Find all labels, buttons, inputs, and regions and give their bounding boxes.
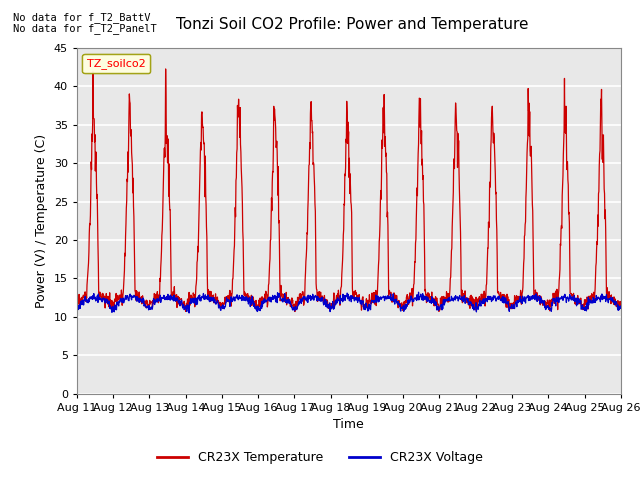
Line: CR23X Temperature: CR23X Temperature — [77, 69, 621, 312]
CR23X Temperature — [617, 303, 625, 309]
CR23X Temperature — [553, 287, 561, 292]
Legend: TZ_soilco2: TZ_soilco2 — [83, 54, 150, 73]
CR23X Voltage — [415, 289, 422, 295]
CR23X Temperature — [73, 299, 81, 304]
CR23X Temperature — [255, 297, 263, 303]
CR23X Voltage — [180, 305, 188, 311]
CR23X Voltage — [553, 298, 561, 304]
CR23X Voltage — [505, 306, 513, 312]
Line: CR23X Voltage: CR23X Voltage — [77, 292, 621, 313]
Text: Tonzi Soil CO2 Profile: Power and Temperature: Tonzi Soil CO2 Profile: Power and Temper… — [176, 17, 528, 32]
Y-axis label: Power (V) / Temperature (C): Power (V) / Temperature (C) — [35, 134, 48, 308]
CR23X Temperature — [434, 302, 442, 308]
CR23X Voltage — [617, 303, 625, 309]
X-axis label: Time: Time — [333, 418, 364, 431]
CR23X Temperature — [291, 309, 299, 314]
CR23X Voltage — [255, 307, 263, 313]
CR23X Voltage — [73, 305, 81, 311]
CR23X Voltage — [195, 295, 202, 301]
CR23X Temperature — [162, 66, 170, 72]
Legend: CR23X Temperature, CR23X Voltage: CR23X Temperature, CR23X Voltage — [152, 446, 488, 469]
CR23X Voltage — [185, 310, 193, 316]
CR23X Temperature — [505, 297, 513, 302]
CR23X Voltage — [434, 303, 442, 309]
Text: No data for f_T2_PanelT: No data for f_T2_PanelT — [13, 23, 157, 34]
Text: No data for f_T2_BattV: No data for f_T2_BattV — [13, 12, 150, 23]
CR23X Temperature — [181, 305, 189, 311]
CR23X Temperature — [195, 249, 202, 255]
